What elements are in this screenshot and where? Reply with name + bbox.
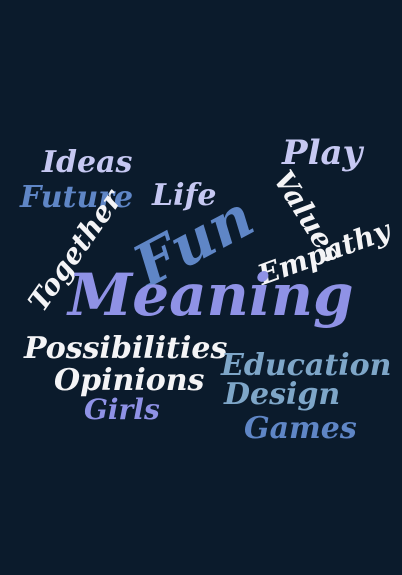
word-opinions: Opinions — [54, 363, 205, 398]
word-ideas: Ideas — [42, 145, 133, 180]
word-play: Play — [282, 133, 363, 173]
word-games: Games — [244, 411, 357, 446]
word-meaning: Meaning — [68, 261, 354, 329]
word-possibilities: Possibilities — [24, 331, 228, 366]
word-education: Education — [221, 348, 392, 383]
word-future: Future — [20, 180, 134, 215]
word-girls: Girls — [84, 393, 160, 426]
word-design: Design — [224, 377, 341, 412]
word-life: Life — [152, 178, 217, 213]
